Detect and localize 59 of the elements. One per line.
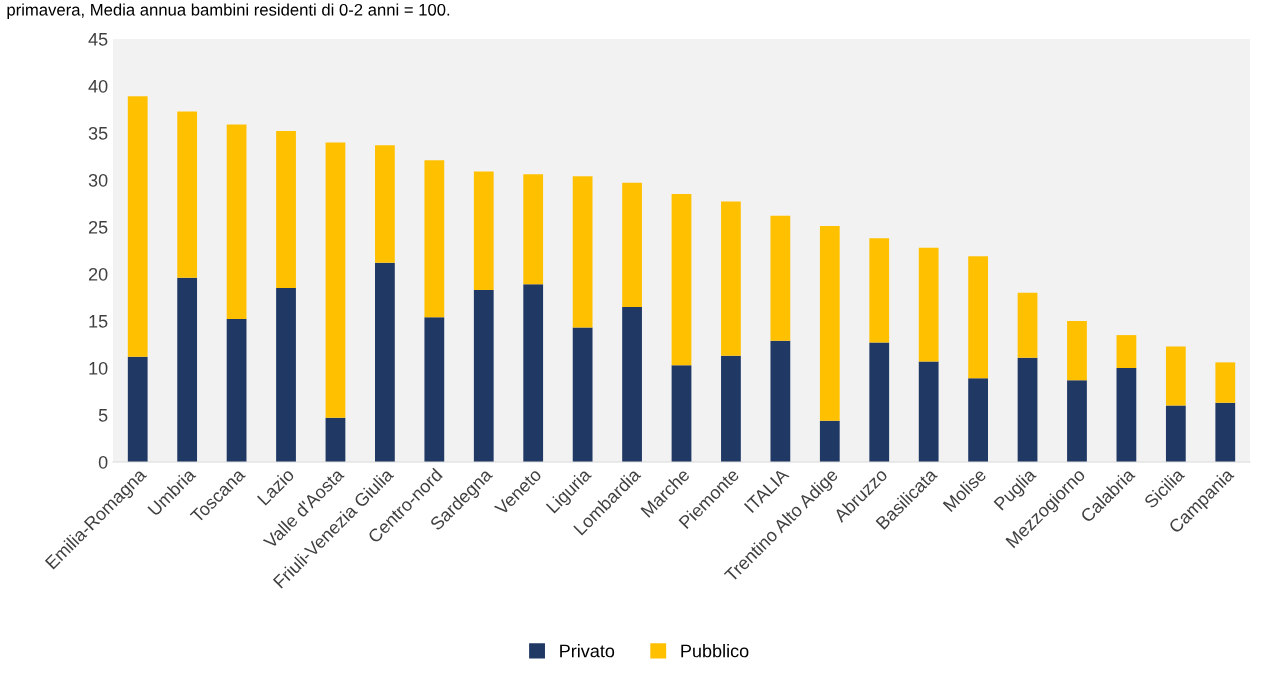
bar bbox=[721, 201, 741, 356]
bar bbox=[1017, 292, 1038, 358]
bar bbox=[1067, 321, 1087, 381]
bar bbox=[1116, 368, 1137, 462]
bar bbox=[572, 176, 593, 328]
bar bbox=[968, 256, 988, 379]
bar bbox=[918, 361, 939, 462]
bar bbox=[819, 226, 840, 421]
bar bbox=[622, 306, 642, 462]
bar bbox=[1215, 402, 1236, 462]
y-tick-label: 15 bbox=[89, 315, 108, 328]
bar bbox=[226, 319, 247, 462]
bar bbox=[671, 365, 692, 462]
bar bbox=[177, 111, 198, 278]
bar bbox=[325, 142, 346, 418]
bar bbox=[276, 131, 296, 289]
bar bbox=[226, 124, 247, 320]
bar bbox=[622, 182, 642, 307]
y-tick-label: 10 bbox=[89, 361, 108, 375]
bar bbox=[1067, 380, 1087, 462]
bar bbox=[770, 215, 791, 341]
y-tick-label: 20 bbox=[88, 267, 108, 281]
y-tick-label: 5 bbox=[98, 409, 108, 422]
bar bbox=[918, 247, 939, 362]
bar bbox=[869, 342, 890, 462]
y-tick-label: 0 bbox=[98, 455, 108, 469]
bar bbox=[375, 262, 395, 462]
legend-label: Pubblico bbox=[681, 644, 749, 658]
bar bbox=[968, 378, 988, 462]
bar bbox=[1017, 357, 1038, 462]
bar bbox=[869, 238, 890, 343]
bar bbox=[127, 356, 148, 462]
bar bbox=[127, 96, 148, 357]
bar bbox=[671, 194, 692, 366]
bar bbox=[721, 355, 741, 462]
bar bbox=[375, 145, 395, 263]
bar bbox=[424, 160, 445, 318]
y-tick-label: 45 bbox=[88, 33, 108, 46]
y-tick-label: 30 bbox=[88, 173, 108, 187]
bar bbox=[1215, 362, 1236, 403]
bar bbox=[276, 288, 296, 462]
bar bbox=[819, 420, 840, 462]
bar bbox=[523, 284, 544, 462]
bar bbox=[572, 327, 593, 462]
bar bbox=[1116, 335, 1137, 368]
bar bbox=[523, 174, 544, 285]
bar bbox=[424, 317, 445, 462]
y-tick-label: 25 bbox=[88, 220, 108, 234]
chart-title: primavera, Media annua bambini residenti di 0-2 anni = 100. bbox=[7, 3, 450, 19]
bar bbox=[473, 171, 494, 290]
y-tick-label: 40 bbox=[88, 79, 108, 93]
bar bbox=[325, 417, 346, 462]
bar bbox=[177, 277, 198, 462]
bar bbox=[1165, 346, 1186, 406]
bar bbox=[473, 289, 494, 462]
bar bbox=[770, 340, 791, 462]
bar bbox=[1165, 405, 1186, 462]
legend-label: Privato bbox=[560, 644, 615, 658]
y-tick-label: 35 bbox=[88, 126, 108, 140]
